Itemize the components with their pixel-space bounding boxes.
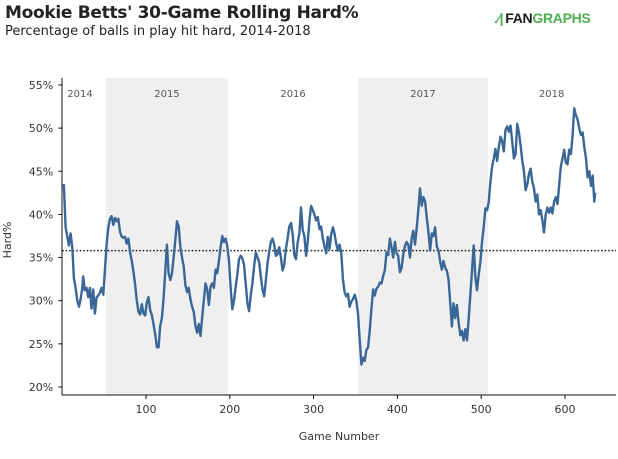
season-label-2017: 2017 bbox=[410, 89, 435, 100]
season-label-2015: 2015 bbox=[154, 89, 179, 100]
season-label-2016: 2016 bbox=[280, 89, 305, 100]
y-tick-label: 40% bbox=[29, 208, 53, 221]
y-tick-label: 50% bbox=[29, 122, 53, 135]
x-tick-label: 500 bbox=[471, 403, 492, 416]
y-axis-title: Hard% bbox=[1, 222, 14, 259]
chart-title: Mookie Betts' 30-Game Rolling Hard% bbox=[5, 3, 359, 23]
x-tick-label: 400 bbox=[387, 403, 408, 416]
season-band-2017 bbox=[358, 78, 488, 395]
season-labels: 2014 2015 2016 2017 2018 bbox=[67, 89, 564, 100]
x-tick-label: 600 bbox=[555, 403, 576, 416]
season-bands bbox=[105, 78, 488, 395]
x-tick-label: 300 bbox=[303, 403, 324, 416]
y-axis-ticks: 20% 25% 30% 35% 40% 45% 50% 55% bbox=[29, 79, 63, 394]
season-label-2014: 2014 bbox=[67, 89, 92, 100]
season-band-2015 bbox=[105, 78, 229, 395]
chart-subtitle: Percentage of balls in play hit hard, 20… bbox=[5, 24, 311, 39]
y-tick-label: 25% bbox=[29, 338, 53, 351]
logo-text-fan: FAN bbox=[505, 10, 533, 26]
x-axis-ticks: 100 200 300 400 500 600 bbox=[136, 395, 576, 416]
batter-logo-icon: .⁄| bbox=[494, 10, 504, 26]
series-line-hard-pct bbox=[61, 107, 597, 366]
season-label-2018: 2018 bbox=[539, 89, 564, 100]
x-tick-label: 200 bbox=[219, 403, 240, 416]
x-tick-label: 100 bbox=[136, 403, 157, 416]
y-tick-label: 30% bbox=[29, 295, 53, 308]
fangraphs-logo: .⁄| FANGRAPHS bbox=[494, 10, 591, 26]
y-tick-label: 55% bbox=[29, 79, 53, 92]
logo-text-graphs: GRAPHS bbox=[532, 10, 591, 26]
y-tick-label: 45% bbox=[29, 165, 53, 178]
y-tick-label: 20% bbox=[29, 381, 53, 394]
y-tick-label: 35% bbox=[29, 252, 53, 265]
x-axis-title: Game Number bbox=[299, 430, 380, 443]
